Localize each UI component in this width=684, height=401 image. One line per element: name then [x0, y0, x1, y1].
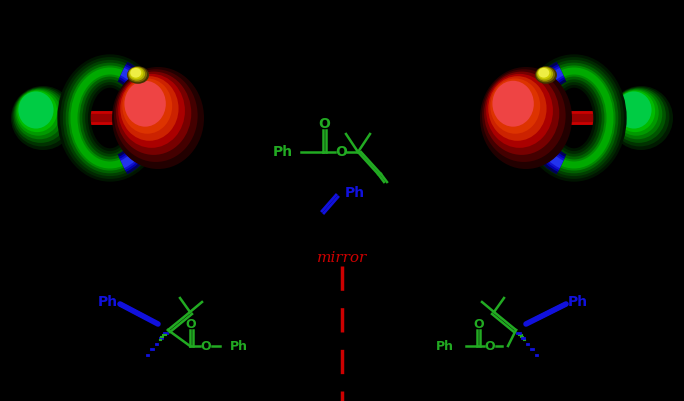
Ellipse shape — [538, 68, 549, 78]
Ellipse shape — [11, 86, 75, 150]
Text: Ph: Ph — [436, 340, 454, 352]
Ellipse shape — [14, 89, 64, 139]
Text: O: O — [474, 318, 484, 330]
Text: O: O — [335, 145, 347, 159]
Ellipse shape — [484, 72, 560, 155]
Text: O: O — [185, 318, 196, 330]
Ellipse shape — [12, 87, 71, 146]
Ellipse shape — [480, 67, 572, 169]
Ellipse shape — [129, 67, 145, 81]
Ellipse shape — [482, 69, 566, 162]
Ellipse shape — [537, 67, 553, 81]
Text: O: O — [200, 340, 211, 352]
Ellipse shape — [486, 74, 553, 148]
Ellipse shape — [614, 90, 659, 136]
Text: Ph: Ph — [345, 186, 365, 200]
Ellipse shape — [112, 67, 204, 169]
Ellipse shape — [611, 88, 666, 143]
Ellipse shape — [129, 67, 143, 79]
Ellipse shape — [613, 89, 662, 139]
Ellipse shape — [130, 68, 142, 78]
Ellipse shape — [610, 87, 670, 146]
Ellipse shape — [16, 90, 61, 136]
Text: mirror: mirror — [317, 251, 367, 265]
Ellipse shape — [488, 76, 547, 141]
Ellipse shape — [17, 91, 57, 132]
Text: Ph: Ph — [98, 295, 118, 309]
Text: O: O — [318, 117, 330, 131]
Text: Ph: Ph — [568, 295, 588, 309]
Ellipse shape — [122, 79, 172, 134]
Ellipse shape — [536, 67, 555, 82]
Ellipse shape — [535, 66, 557, 84]
Ellipse shape — [127, 66, 149, 84]
Text: Ph: Ph — [230, 340, 248, 352]
Ellipse shape — [490, 79, 540, 134]
Ellipse shape — [14, 88, 68, 143]
Ellipse shape — [128, 67, 147, 82]
Text: O: O — [485, 340, 495, 352]
Ellipse shape — [538, 67, 551, 79]
Ellipse shape — [116, 72, 192, 155]
Text: Ph: Ph — [273, 145, 293, 159]
Ellipse shape — [124, 81, 166, 127]
Ellipse shape — [616, 91, 652, 129]
Ellipse shape — [492, 81, 534, 127]
Ellipse shape — [114, 69, 198, 162]
Ellipse shape — [120, 76, 179, 141]
Ellipse shape — [609, 86, 673, 150]
Ellipse shape — [18, 91, 53, 129]
Ellipse shape — [118, 74, 185, 148]
Ellipse shape — [615, 91, 655, 132]
